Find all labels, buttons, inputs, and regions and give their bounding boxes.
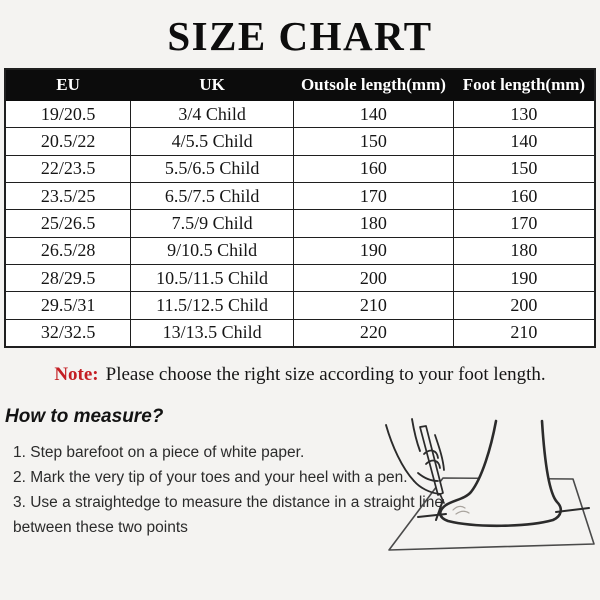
page-title: SIZE CHART bbox=[167, 13, 433, 59]
column-header: EU bbox=[4, 68, 132, 101]
table-cell: 5.5/6.5 Child bbox=[130, 154, 294, 183]
pen-tip bbox=[439, 493, 445, 504]
table-row: 32/32.5 13/13.5 Child 220 210 bbox=[4, 318, 596, 348]
table-header-row: EU UK Outsole length(mm) Foot length(mm) bbox=[4, 68, 596, 101]
heel-mark bbox=[555, 507, 590, 513]
table-row: 29.5/31 11.5/12.5 Child 210 200 bbox=[4, 291, 596, 320]
arm-outline bbox=[385, 418, 421, 482]
table-cell: 140 bbox=[292, 99, 454, 129]
table-cell: 28/29.5 bbox=[4, 263, 132, 293]
column-header: Outsole length(mm) bbox=[292, 68, 454, 101]
measure-steps: 1. Step barefoot on a piece of white pap… bbox=[13, 440, 443, 540]
table-cell: 25/26.5 bbox=[4, 209, 132, 238]
column-header: Foot length(mm) bbox=[452, 68, 596, 101]
table-cell: 170 bbox=[452, 209, 596, 238]
table-cell: 20.5/22 bbox=[4, 127, 132, 156]
table-cell: 32/32.5 bbox=[4, 318, 132, 348]
table-row: 20.5/22 4/5.5 Child 150 140 bbox=[4, 127, 596, 156]
table-row: 28/29.5 10.5/11.5 Child 200 190 bbox=[4, 263, 596, 293]
table-cell: 160 bbox=[452, 181, 596, 211]
table-row: 25/26.5 7.5/9 Child 180 170 bbox=[4, 209, 596, 238]
table-cell: 7.5/9 Child bbox=[130, 209, 294, 238]
table-cell: 190 bbox=[292, 236, 454, 265]
measure-step: 2. Mark the very tip of your toes and yo… bbox=[13, 469, 408, 486]
table-cell: 10.5/11.5 Child bbox=[130, 263, 294, 293]
foot-outline bbox=[438, 419, 563, 528]
table-cell: 150 bbox=[452, 154, 596, 183]
table-cell: 220 bbox=[292, 318, 454, 348]
toe-sketch-lines bbox=[452, 505, 470, 515]
measure-step: between these two points bbox=[13, 519, 188, 536]
foot-measurement-illustration bbox=[385, 418, 595, 551]
table-cell: 11.5/12.5 Child bbox=[130, 291, 294, 320]
table-cell: 9/10.5 Child bbox=[130, 236, 294, 265]
table-cell: 3/4 Child bbox=[130, 99, 294, 129]
table-body: 19/20.5 3/4 Child 140 130 20.5/22 4/5.5 Child… bbox=[4, 99, 596, 348]
note-text: Please choose the right size according t… bbox=[105, 364, 546, 385]
table-cell: 140 bbox=[452, 127, 596, 156]
note-line: Note: Please choose the right size accord… bbox=[0, 364, 600, 386]
table-cell: 22/23.5 bbox=[4, 154, 132, 183]
table-row: 23.5/25 6.5/7.5 Child 170 160 bbox=[4, 181, 596, 211]
table-cell: 200 bbox=[452, 291, 596, 320]
table-cell: 4/5.5 Child bbox=[130, 127, 294, 156]
table-row: 22/23.5 5.5/6.5 Child 160 150 bbox=[4, 154, 596, 183]
size-table: EU UK Outsole length(mm) Foot length(mm) 19… bbox=[4, 68, 596, 348]
table-cell: 29.5/31 bbox=[4, 291, 132, 320]
measure-step: 1. Step barefoot on a piece of white pap… bbox=[13, 444, 305, 461]
table-cell: 180 bbox=[452, 236, 596, 265]
table-cell: 150 bbox=[292, 127, 454, 156]
table-cell: 160 bbox=[292, 154, 454, 183]
table-cell: 26.5/28 bbox=[4, 236, 132, 265]
toe-mark bbox=[417, 499, 447, 521]
table-cell: 6.5/7.5 Child bbox=[130, 181, 294, 211]
table-cell: 19/20.5 bbox=[4, 99, 132, 129]
table-cell: 180 bbox=[292, 209, 454, 238]
how-to-measure-heading: How to measure? bbox=[5, 406, 164, 427]
table-cell: 170 bbox=[292, 181, 454, 211]
table-cell: 13/13.5 Child bbox=[130, 318, 294, 348]
note-label: Note: bbox=[54, 364, 99, 385]
table-row: 19/20.5 3/4 Child 140 130 bbox=[4, 99, 596, 129]
column-header: UK bbox=[130, 68, 294, 101]
measure-step: 3. Use a straightedge to measure the dis… bbox=[13, 494, 443, 511]
table-cell: 210 bbox=[292, 291, 454, 320]
finger-outline bbox=[413, 434, 445, 495]
table-cell: 200 bbox=[292, 263, 454, 293]
table-cell: 190 bbox=[452, 263, 596, 293]
table-cell: 130 bbox=[452, 99, 596, 129]
hand-with-pen bbox=[385, 418, 445, 504]
table-row: 26.5/28 9/10.5 Child 190 180 bbox=[4, 236, 596, 265]
table-cell: 210 bbox=[452, 318, 596, 348]
table-cell: 23.5/25 bbox=[4, 181, 132, 211]
